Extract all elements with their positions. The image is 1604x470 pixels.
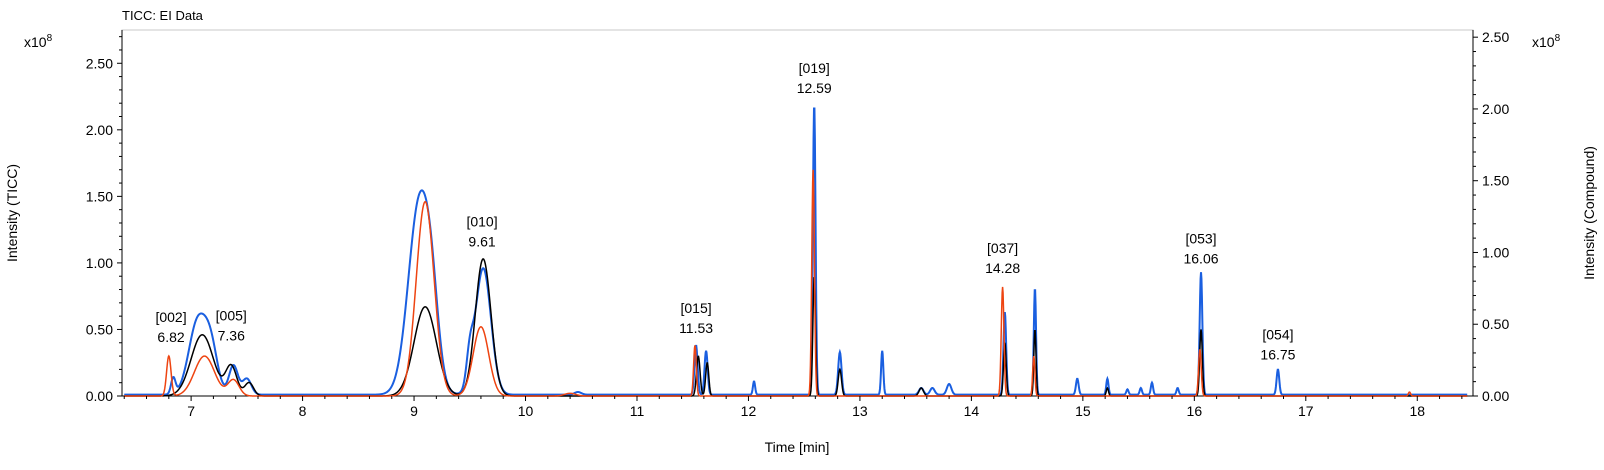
x-axis-ticks: 7 8 9 10 11 12 13 14 15 16 17 18 <box>123 396 1463 419</box>
peak-label-rt: 14.28 <box>985 260 1020 276</box>
x-tick-label: 16 <box>1187 403 1203 419</box>
peak-label-id: [053] <box>1185 231 1216 247</box>
left-y-tick-label: 0.50 <box>86 321 113 337</box>
peak-label-id: [019] <box>799 60 830 76</box>
x-tick-label: 13 <box>852 403 868 419</box>
left-y-tick-label: 1.50 <box>86 188 113 204</box>
peak-label-rt: 16.75 <box>1260 346 1295 362</box>
x-tick-label: 8 <box>299 403 307 419</box>
series-group <box>124 107 1468 397</box>
window-title: TICC: EI Data <box>122 8 204 23</box>
left-y-axis-ticks: 0.00 0.50 1.00 1.50 2.00 2.50 <box>86 36 122 404</box>
right-y-tick-label: 1.00 <box>1482 244 1509 260</box>
x-tick-label: 12 <box>741 403 757 419</box>
right-y-tick-label: 0.00 <box>1482 388 1509 404</box>
left-exponent-label: x108 <box>24 33 53 50</box>
x-axis-title: Time [min] <box>765 439 830 455</box>
peak-label-rt: 7.36 <box>218 328 245 344</box>
x-tick-label: 15 <box>1075 403 1091 419</box>
peak-label-id: [037] <box>987 240 1018 256</box>
peak-label-id: [010] <box>466 213 497 229</box>
right-y-tick-label: 2.50 <box>1482 29 1509 45</box>
x-tick-label: 9 <box>410 403 418 419</box>
peak-label-id: [005] <box>216 308 247 324</box>
right-y-tick-label: 1.50 <box>1482 173 1509 189</box>
peak-labels: [002] 6.82 [005] 7.36 [010] 9.61 [015] 11.53 [01… <box>155 60 1295 362</box>
left-y-tick-label: 2.00 <box>86 122 113 138</box>
series-line-2 <box>124 169 1468 397</box>
x-tick-label: 18 <box>1409 403 1425 419</box>
right-y-tick-label: 0.50 <box>1482 316 1509 332</box>
peak-label-id: [002] <box>155 309 186 325</box>
x-tick-label: 11 <box>630 403 645 419</box>
peak-label-rt: 6.82 <box>157 329 184 345</box>
right-y-axis-title: Intensity (Compound) <box>1581 146 1597 280</box>
x-tick-label: 7 <box>187 403 195 419</box>
x-tick-label: 17 <box>1298 403 1314 419</box>
left-y-tick-label: 2.50 <box>86 55 113 71</box>
peak-label-rt: 16.06 <box>1183 251 1218 267</box>
right-exponent-label: x108 <box>1532 33 1561 50</box>
right-y-axis-ticks: 0.00 0.50 1.00 1.50 2.00 2.50 <box>1473 29 1509 404</box>
peak-label-id: [015] <box>680 300 711 316</box>
peak-label-rt: 11.53 <box>679 320 713 336</box>
peak-label-rt: 12.59 <box>797 80 832 96</box>
x-tick-label: 10 <box>518 403 534 419</box>
left-y-tick-label: 0.00 <box>86 388 113 404</box>
left-y-axis-title: Intensity (TICC) <box>4 164 20 262</box>
left-y-tick-label: 1.00 <box>86 255 113 271</box>
series-line-0 <box>124 107 1468 396</box>
x-tick-label: 14 <box>964 403 980 419</box>
peak-label-id: [054] <box>1262 326 1293 342</box>
right-y-tick-label: 2.00 <box>1482 101 1509 117</box>
peak-label-rt: 9.61 <box>468 233 495 249</box>
